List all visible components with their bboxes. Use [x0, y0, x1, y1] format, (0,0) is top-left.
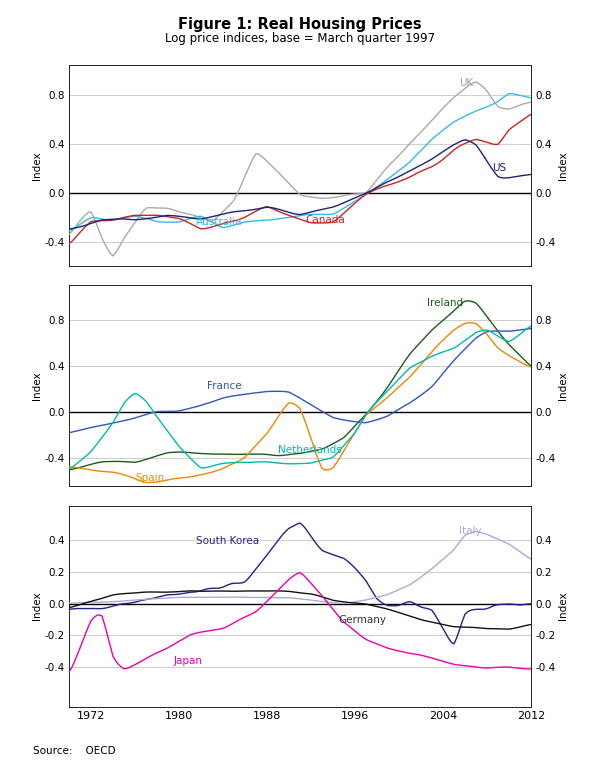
Text: Spain: Spain	[135, 473, 164, 483]
Text: Japan: Japan	[173, 656, 203, 666]
Text: US: US	[493, 163, 506, 173]
Text: Figure 1: Real Housing Prices: Figure 1: Real Housing Prices	[178, 17, 422, 32]
Y-axis label: Index: Index	[558, 151, 568, 180]
Y-axis label: Index: Index	[558, 371, 568, 400]
Y-axis label: Index: Index	[558, 592, 568, 620]
Text: Italy: Italy	[460, 526, 482, 536]
Text: Canada: Canada	[305, 215, 345, 225]
Y-axis label: Index: Index	[32, 371, 42, 400]
Text: Source:    OECD: Source: OECD	[33, 746, 116, 756]
Text: Ireland: Ireland	[427, 298, 463, 308]
Text: UK: UK	[460, 78, 474, 88]
Text: France: France	[206, 380, 241, 390]
Text: Germany: Germany	[338, 615, 386, 625]
Text: Netherlands: Netherlands	[278, 445, 342, 455]
Y-axis label: Index: Index	[32, 592, 42, 620]
Text: South Korea: South Korea	[196, 536, 259, 545]
Text: Australia: Australia	[196, 217, 242, 227]
Y-axis label: Index: Index	[32, 151, 42, 180]
Text: Log price indices, base = March quarter 1997: Log price indices, base = March quarter …	[165, 32, 435, 45]
